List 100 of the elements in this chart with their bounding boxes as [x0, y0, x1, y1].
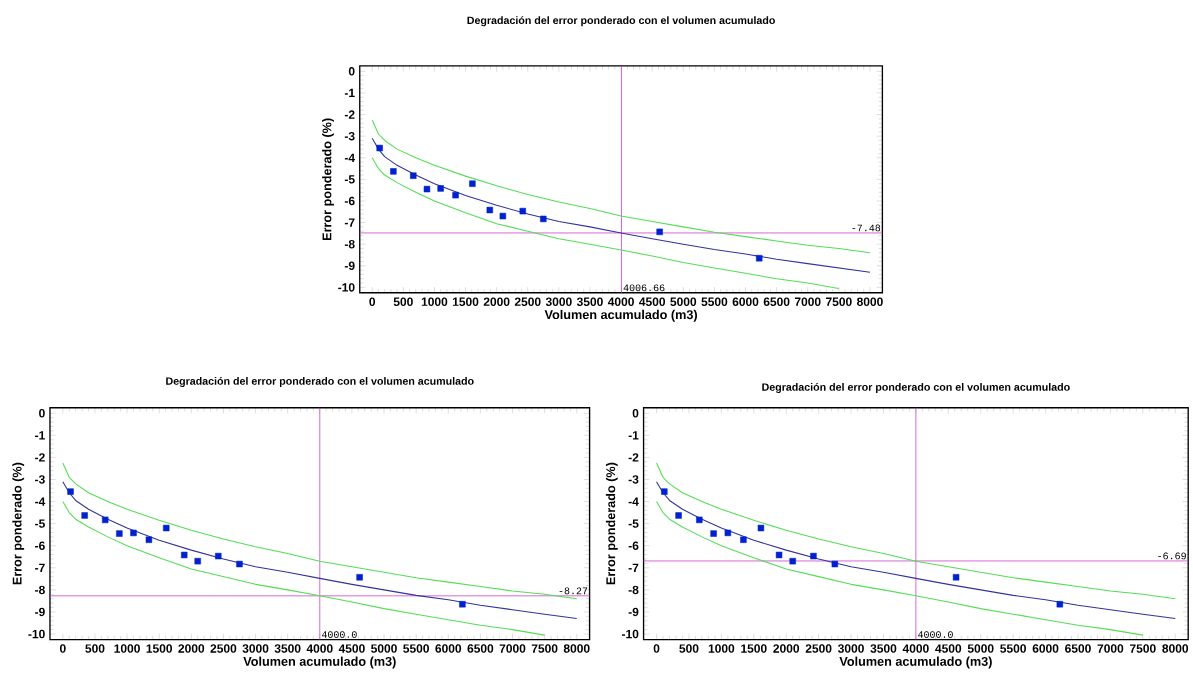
point [952, 574, 960, 581]
point [459, 601, 466, 608]
x-tick-label: 3000 [545, 297, 572, 307]
y-tick-label: 0 [39, 409, 45, 418]
x-tick-label: 8000 [563, 644, 590, 653]
x-tick-label: 5500 [1000, 644, 1026, 653]
point [486, 207, 493, 214]
x-tick-label: 8000 [1162, 644, 1189, 653]
x-tick-label: 1000 [708, 644, 735, 653]
point [675, 512, 682, 519]
x-tick-label: 4000 [306, 644, 333, 653]
y-tick-label: -5 [35, 519, 45, 529]
x-tick-label: 4000 [902, 644, 929, 653]
point [499, 213, 507, 220]
point [775, 552, 783, 559]
x-tick-label: 6500 [1065, 644, 1091, 653]
x-tick-label: 0 [59, 644, 66, 653]
point [423, 186, 431, 193]
x-tick-label: 2500 [805, 644, 832, 653]
x-tick-label: 7500 [531, 644, 558, 653]
y-tick-label: -7 [628, 563, 639, 573]
point [696, 516, 703, 524]
ref-line-label: -6.69 [1158, 552, 1186, 560]
y-tick-label: -6 [35, 541, 45, 551]
point [145, 536, 153, 544]
ref-line-label: 4000.0 [917, 631, 953, 639]
x-tick-label: 2000 [178, 644, 205, 653]
point [437, 185, 444, 192]
y-tick-label: -1 [344, 89, 355, 98]
y-tick-label: -10 [621, 630, 639, 639]
point [390, 168, 397, 175]
x-tick-label: 1000 [421, 297, 448, 307]
x-tick-label: 5000 [967, 644, 994, 653]
point [116, 530, 123, 538]
y-axis-title: Error ponderado (%) [322, 118, 334, 241]
point [1056, 601, 1064, 608]
ref-line-label: -7.48 [852, 224, 881, 232]
chart-title: Degradación del error ponderado con el volumen acumulado [166, 377, 474, 388]
x-tick-label: 2500 [514, 297, 541, 307]
x-tick-label: 8000 [856, 297, 883, 307]
y-tick-label: -10 [338, 283, 355, 292]
chart-title: Degradación del error ponderado con el volumen acumulado [467, 16, 775, 27]
x-tick-label: 7000 [794, 297, 821, 307]
y-tick-label: -1 [628, 431, 639, 440]
point [356, 574, 363, 581]
y-axis-title: Error ponderado (%) [605, 462, 618, 585]
x-axis-title: Volumen acumulado (m3) [544, 310, 697, 322]
x-tick-label: 1500 [146, 644, 173, 653]
x-tick-label: 1500 [452, 297, 479, 307]
point [215, 553, 222, 560]
ref-line-label: 4006.66 [623, 284, 665, 292]
x-tick-label: 4000 [607, 297, 634, 307]
x-tick-label: 7000 [499, 644, 526, 653]
point [724, 529, 732, 537]
point [236, 561, 243, 568]
point [540, 215, 547, 223]
x-tick-label: 5000 [670, 297, 697, 307]
chart-title: Degradación del error ponderado con el volumen acumulado [762, 383, 1070, 394]
x-tick-label: 4500 [338, 644, 365, 653]
x-tick-label: 5500 [403, 644, 429, 653]
y-tick-label: -9 [344, 261, 355, 271]
y-tick-label: -5 [628, 519, 639, 529]
point [810, 553, 817, 560]
x-tick-label: 3000 [242, 644, 269, 653]
x-tick-label: 5000 [371, 644, 397, 653]
y-tick-label: -1 [35, 431, 45, 440]
y-tick-label: -2 [344, 110, 355, 119]
point [469, 180, 476, 188]
x-tick-label: 7500 [1130, 644, 1156, 653]
x-tick-label: 2500 [210, 644, 237, 653]
y-tick-label: -9 [35, 607, 45, 617]
point [661, 488, 668, 496]
x-tick-label: 7500 [826, 297, 852, 307]
x-tick-label: 500 [85, 644, 105, 653]
y-tick-label: -8 [344, 240, 355, 249]
point [81, 512, 88, 519]
y-tick-label: -2 [628, 453, 639, 462]
x-axis-title: Volumen acumulado (m3) [839, 656, 992, 669]
y-tick-label: -4 [628, 497, 639, 506]
x-tick-label: 3500 [576, 297, 603, 307]
y-tick-label: -5 [344, 175, 355, 184]
y-tick-label: -8 [35, 585, 45, 595]
x-tick-label: 6500 [763, 297, 790, 307]
x-tick-label: 4500 [639, 297, 666, 307]
point [740, 536, 747, 544]
point [710, 530, 717, 538]
x-tick-label: 4500 [935, 644, 962, 653]
x-axis-title: Volumen acumulado (m3) [243, 656, 396, 669]
point [789, 558, 796, 565]
y-tick-label: -4 [35, 497, 46, 506]
x-tick-label: 7000 [1097, 644, 1124, 653]
point [519, 208, 526, 215]
y-tick-label: -4 [344, 153, 355, 163]
x-tick-label: 500 [393, 297, 413, 307]
ref-line-label: -8.27 [559, 587, 588, 595]
point [757, 525, 765, 532]
ref-line-label: 4000.0 [321, 631, 357, 639]
y-tick-label: 0 [348, 67, 355, 76]
x-tick-label: 500 [679, 644, 699, 653]
y-tick-label: -2 [35, 453, 45, 462]
